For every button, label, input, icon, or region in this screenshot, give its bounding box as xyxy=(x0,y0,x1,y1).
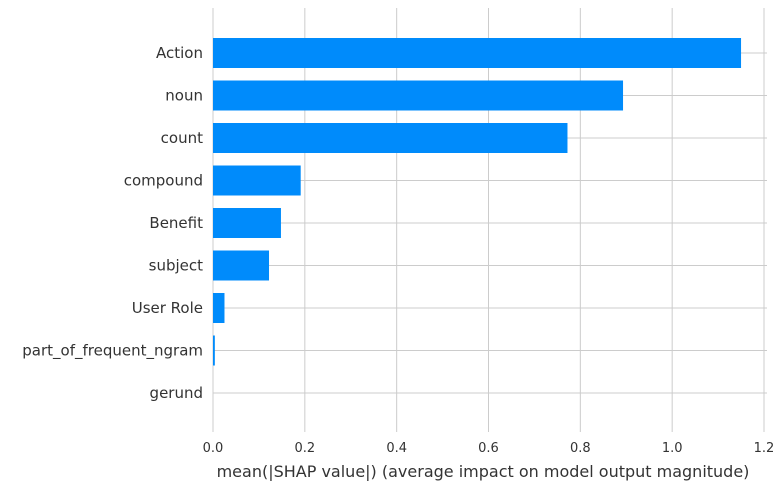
bar xyxy=(213,38,742,68)
category-label: compound xyxy=(124,172,203,190)
bar xyxy=(213,80,624,111)
bar xyxy=(213,123,568,153)
category-label: Action xyxy=(156,44,203,62)
bar xyxy=(213,293,225,323)
x-axis-title: mean(|SHAP value|) (average impact on mo… xyxy=(217,462,750,481)
bars xyxy=(213,38,742,366)
category-label: subject xyxy=(149,257,203,275)
x-tick-label: 0.6 xyxy=(478,441,499,456)
x-tick-label: 0.2 xyxy=(294,441,315,456)
gridlines xyxy=(212,8,767,432)
x-tick-label: 1.0 xyxy=(662,441,683,456)
bar xyxy=(213,250,270,281)
bar xyxy=(213,208,281,238)
x-tick-label: 0.8 xyxy=(570,441,591,456)
bar xyxy=(213,165,301,196)
category-label: Benefit xyxy=(149,214,203,232)
category-label: User Role xyxy=(132,299,203,317)
category-label: count xyxy=(161,129,203,147)
bar xyxy=(213,335,215,366)
category-label: gerund xyxy=(150,384,203,402)
x-tick-labels: 0.0 0.2 0.4 0.6 0.8 1.0 1.2 xyxy=(203,441,775,456)
category-labels: Action noun count compound Benefit subject Use… xyxy=(22,44,203,402)
category-label: noun xyxy=(165,87,203,105)
x-tick-label: 1.2 xyxy=(754,441,775,456)
category-label: part_of_frequent_ngram xyxy=(22,342,203,361)
x-tick-label: 0.0 xyxy=(203,441,224,456)
x-tick-label: 0.4 xyxy=(386,441,407,456)
